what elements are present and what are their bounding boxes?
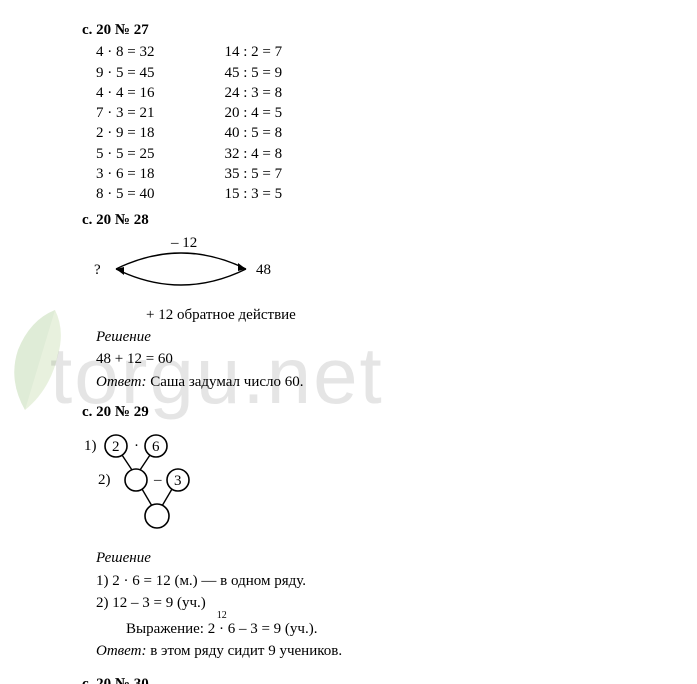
expression-sup: 12: [217, 609, 227, 623]
eq: 15 : 3 = 5: [224, 184, 282, 204]
p29-row2-label: 2): [98, 472, 111, 488]
p28-left-label: ?: [94, 262, 101, 278]
answer-text: в этом ряду сидит 9 учеников.: [150, 643, 342, 659]
p29-node-b: 6: [152, 439, 160, 455]
p29-expression: Выражение: 12 2 · 6 – 3 = 9 (уч.).: [126, 619, 697, 639]
eq: 24 : 3 = 8: [224, 83, 282, 103]
p28-top-label: – 12: [170, 235, 197, 251]
p29-op1: ·: [134, 438, 139, 454]
expression-label: Выражение:: [126, 621, 204, 637]
eq: 2 · 9 = 18: [96, 123, 154, 143]
p27-col2: 14 : 2 = 7 45 : 5 = 9 24 : 3 = 8 20 : 4 …: [224, 42, 282, 204]
eq: 5 · 5 = 25: [96, 144, 154, 164]
p29-line1: 1) 2 · 6 = 12 (м.) — в одном ряду.: [96, 571, 697, 591]
p27-col1: 4 · 8 = 32 9 · 5 = 45 4 · 4 = 16 7 · 3 =…: [96, 42, 154, 204]
p29-heading: с. 20 № 29: [82, 402, 697, 422]
answer-text: Саша задумал число 60.: [150, 374, 303, 390]
answer-label: Ответ:: [96, 374, 146, 390]
eq: 8 · 5 = 40: [96, 184, 154, 204]
page-content: с. 20 № 27 4 · 8 = 32 9 · 5 = 45 4 · 4 =…: [0, 0, 697, 684]
p29-diagram: 1) 2 · 6 2) – 3: [82, 428, 697, 544]
eq: 14 : 2 = 7: [224, 42, 282, 62]
p29-line2: 2) 12 – 3 = 9 (уч.): [96, 593, 697, 613]
p29-row1-label: 1): [84, 438, 97, 454]
eq: 3 · 6 = 18: [96, 164, 154, 184]
p29-node-c: 3: [174, 473, 182, 489]
p28-diagram: – 12 ? 48 + 12 обратное действие: [86, 235, 697, 326]
p29-node-a: 2: [112, 439, 120, 455]
eq: 9 · 5 = 45: [96, 63, 154, 83]
eq: 20 : 4 = 5: [224, 103, 282, 123]
eq: 4 · 8 = 32: [96, 42, 154, 62]
p28-solution-label: Решение: [96, 327, 697, 347]
p28-solution-line: 48 + 12 = 60: [96, 349, 697, 369]
eq: 7 · 3 = 21: [96, 103, 154, 123]
p30-heading: с. 20 № 30: [82, 674, 697, 684]
p29-answer: Ответ: в этом ряду сидит 9 учеников.: [96, 641, 697, 661]
eq: 40 : 5 = 8: [224, 123, 282, 143]
p28-answer: Ответ: Саша задумал число 60.: [96, 372, 697, 392]
p29-solution-label: Решение: [96, 548, 697, 568]
p29-op2: –: [153, 472, 162, 488]
eq: 45 : 5 = 9: [224, 63, 282, 83]
eq: 4 · 4 = 16: [96, 83, 154, 103]
expression-body: 2 · 6 – 3 = 9 (уч.).: [208, 621, 318, 637]
eq: 32 : 4 = 8: [224, 144, 282, 164]
p27-equations: 4 · 8 = 32 9 · 5 = 45 4 · 4 = 16 7 · 3 =…: [96, 42, 697, 204]
p28-right-label: 48: [256, 262, 271, 278]
eq: 35 : 5 = 7: [224, 164, 282, 184]
answer-label: Ответ:: [96, 643, 146, 659]
p27-heading: с. 20 № 27: [82, 20, 697, 40]
p28-bottom-label: + 12 обратное действие: [146, 305, 697, 325]
p28-heading: с. 20 № 28: [82, 210, 697, 230]
